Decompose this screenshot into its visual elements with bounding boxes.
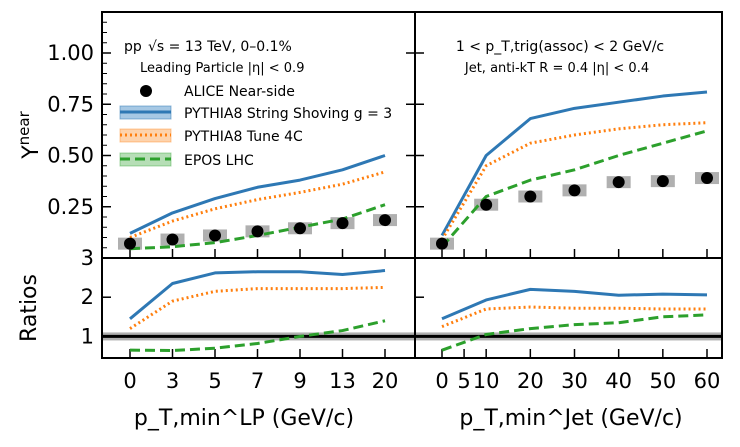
right-ratio-shoving [441,287,708,321]
ytick-label-top: 0.50 [47,144,94,168]
ytick-label-bottom: 2 [81,285,94,309]
left-alice-point [124,237,136,250]
left-tune4c-line [129,170,386,239]
left-alice-point [209,229,221,242]
xtick-label-left: 20 [372,369,399,393]
legend-energy: √s = 13 TeV, 0–0.1% [148,39,292,55]
right-shoving-line [440,90,708,237]
left-alice-point [336,217,349,230]
ylabel-top: Ynear [15,110,44,159]
xtick-label-right: 5 [457,369,470,393]
right-ratio-tune4c [441,305,707,329]
ytick-label-top: 0.25 [47,195,94,219]
legend-pp: pp [124,39,142,55]
xtick-label-right: 40 [605,369,632,393]
left-alice-point [251,225,264,238]
right-alice-point [480,198,493,211]
ytick-label-top: 0.75 [47,92,94,116]
xtick-label-right: 0 [435,369,448,393]
right-tune4c-line [440,121,708,241]
legend-alice: ALICE Near-side [184,84,295,100]
xtick-label-left: 7 [251,369,264,393]
xtick-label-left: 13 [329,369,356,393]
xtick-label-left: 5 [208,369,221,393]
left-ratio-epos [129,319,386,353]
left-alice-point [166,233,179,246]
left-subtitle: Leading Particle |η| < 0.9 [140,61,304,76]
legend-epos: EPOS LHC [184,153,254,169]
xlabel-left: p_T,min^LP (GeV/c) [134,406,354,431]
left-shoving-line [129,154,386,235]
left-ratio-shoving [129,269,386,320]
left-alice-point [294,222,306,235]
xtick-label-right: 50 [649,369,676,393]
data-layer [102,90,722,353]
right-ratio-epos [441,313,708,352]
ytick-label-bottom: 1 [81,324,94,348]
panel-frame [414,257,723,359]
ylabel-bottom: Ratios [17,274,42,342]
legend-tune4c: PYTHIA8 Tune 4C [184,129,303,145]
xtick-label-left: 9 [293,369,306,393]
right-alice-point [701,172,713,185]
ytick-label-top: 1.00 [47,41,94,65]
xtick-label-left: 0 [123,369,136,393]
xlabel-right: p_T,min^Jet (GeV/c) [459,406,682,431]
right-alice-point [656,175,669,188]
right-alice-point [524,190,537,203]
left-alice-point [379,214,391,227]
xtick-label-right: 20 [517,369,544,393]
legend-string-shoving: PYTHIA8 String Shoving g = 3 [184,106,392,122]
right-alice-point [568,184,581,197]
left-ratio-tune4c [129,285,386,330]
right-subtitle: Jet, anti-kT R = 0.4 |η| < 0.4 [464,61,649,76]
ytick-label-bottom: 3 [81,246,94,270]
right-alice-point [436,237,448,250]
xtick-label-right: 30 [561,369,588,393]
legend-alice-marker [140,85,152,97]
right-alice-point [612,176,625,189]
xtick-label-right: 60 [694,369,721,393]
right-epos-line [440,129,708,248]
xtick-label-left: 3 [166,369,179,393]
xtick-label-right: 10 [473,369,500,393]
right-title: 1 < p_T,trig(assoc) < 2 GeV/c [456,39,664,55]
